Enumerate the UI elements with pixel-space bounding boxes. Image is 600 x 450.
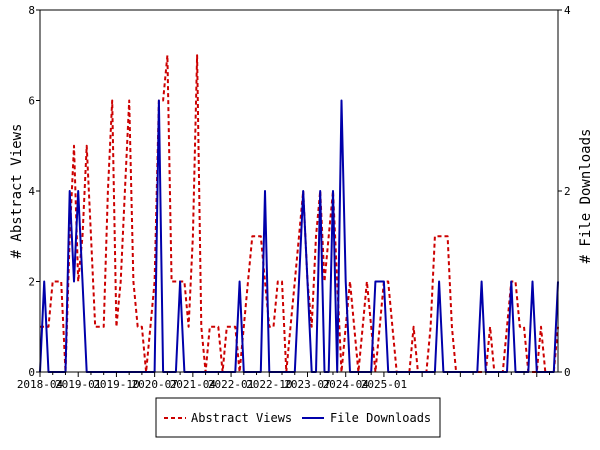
x-tick-label: 2023-07 bbox=[284, 378, 330, 391]
legend-label-abstract-views: Abstract Views bbox=[191, 411, 292, 425]
x-tick-label: 2018-04 bbox=[17, 378, 64, 391]
left-tick-label: 2 bbox=[28, 276, 35, 289]
x-tick-label: 2020-07 bbox=[131, 378, 177, 391]
legend-box bbox=[155, 397, 441, 438]
left-tick-label: 4 bbox=[28, 185, 35, 198]
right-tick-label: 0 bbox=[564, 366, 571, 379]
x-tick-label: 2022-01 bbox=[208, 378, 254, 391]
left-tick-label: 6 bbox=[28, 95, 35, 108]
left-axis: 0 2 4 6 8 bbox=[28, 4, 40, 379]
left-axis-title: # Abstract Views bbox=[9, 124, 25, 259]
x-tick-label: 2025-01 bbox=[361, 378, 407, 391]
right-axis: 0 2 4 bbox=[558, 4, 571, 379]
right-tick-label: 4 bbox=[564, 4, 571, 17]
x-tick-label: 2019-01 bbox=[55, 378, 101, 391]
x-tick-label: 2021-04 bbox=[170, 378, 217, 391]
legend: Abstract Views File Downloads bbox=[155, 397, 441, 438]
x-axis: 2018-042019-012019-102020-072021-042022-… bbox=[17, 372, 551, 391]
x-tick-label: 2022-10 bbox=[246, 378, 292, 391]
series-layer bbox=[39, 54, 559, 373]
legend-label-file-downloads: File Downloads bbox=[330, 411, 431, 425]
x-tick-label: 2019-10 bbox=[93, 378, 139, 391]
left-tick-label: 0 bbox=[28, 366, 35, 379]
x-tick-label: 2024-04 bbox=[323, 378, 370, 391]
right-axis-title: # File Downloads bbox=[578, 129, 594, 264]
left-tick-label: 8 bbox=[28, 4, 35, 17]
right-tick-label: 2 bbox=[564, 185, 571, 198]
